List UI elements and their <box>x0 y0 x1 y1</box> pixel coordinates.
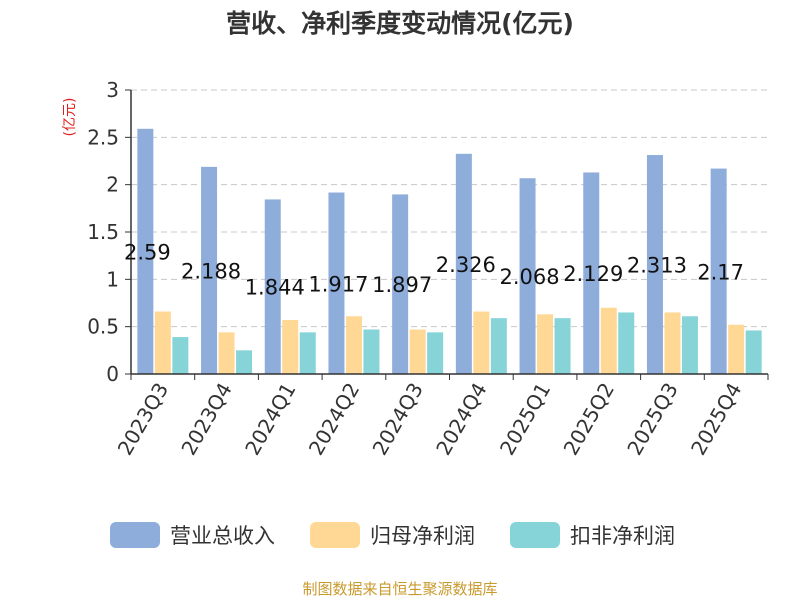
bar-net-profit <box>664 312 681 374</box>
data-label: 2.068 <box>499 265 559 289</box>
data-label: 2.326 <box>436 253 496 277</box>
y-tick-label: 2 <box>106 173 119 197</box>
y-tick-label: 0.5 <box>87 315 119 339</box>
bar-revenue <box>328 192 345 374</box>
bar-revenue <box>519 178 536 374</box>
x-tick-label: 2024Q3 <box>368 379 428 460</box>
legend-swatch <box>110 522 160 548</box>
y-tick-label: 3 <box>106 78 119 102</box>
bar-revenue <box>710 168 727 374</box>
bar-revenue <box>264 199 281 374</box>
x-tick-label: 2024Q2 <box>304 379 364 460</box>
bar-revenue <box>646 155 663 374</box>
bar-deducted-net-profit <box>363 329 380 374</box>
source-note: 制图数据来自恒生聚源数据库 <box>302 580 498 598</box>
legend-label: 营业总收入 <box>170 524 275 548</box>
bar-deducted-net-profit <box>554 318 571 374</box>
bar-net-profit <box>218 332 235 374</box>
x-tick-label: 2025Q3 <box>622 379 682 460</box>
bar-net-profit <box>600 307 617 374</box>
bar-deducted-net-profit <box>745 330 762 374</box>
bar-revenue <box>583 172 600 374</box>
bar-deducted-net-profit <box>427 332 444 374</box>
y-tick-label: 2.5 <box>87 125 119 149</box>
x-tick-label: 2023Q4 <box>176 379 236 460</box>
bar-net-profit <box>728 324 745 374</box>
y-tick-label: 0 <box>106 362 119 386</box>
y-axis-label: (亿元) <box>62 98 78 137</box>
data-label: 2.188 <box>181 259 241 283</box>
bar-deducted-net-profit <box>618 312 635 374</box>
bar-revenue <box>137 128 154 374</box>
y-tick-label: 1.5 <box>87 220 119 244</box>
x-tick-label: 2023Q3 <box>113 379 173 460</box>
bar-net-profit <box>473 311 490 374</box>
chart-title: 营收、净利季度变动情况(亿元) <box>226 9 574 38</box>
y-tick-label: 1 <box>106 267 119 291</box>
bar-deducted-net-profit <box>236 350 253 374</box>
x-tick-label: 2024Q1 <box>240 379 300 460</box>
legend-swatch <box>310 522 360 548</box>
data-label: 2.17 <box>697 260 744 284</box>
bar-net-profit <box>537 314 554 374</box>
data-label: 1.917 <box>308 272 368 296</box>
bar-revenue <box>201 166 218 374</box>
bar-revenue <box>392 194 409 374</box>
bar-deducted-net-profit <box>681 316 698 374</box>
legend: 营业总收入 归母净利润 扣非净利润 <box>110 522 675 548</box>
legend-label: 扣非净利润 <box>570 524 675 548</box>
x-tick-label: 2025Q4 <box>686 379 746 460</box>
x-tick-label: 2025Q2 <box>559 379 619 460</box>
bar-layer <box>137 128 762 374</box>
bar-deducted-net-profit <box>172 337 189 374</box>
x-tick-label: 2024Q4 <box>431 378 491 459</box>
legend-label: 归母净利润 <box>370 524 475 548</box>
data-label: 2.313 <box>627 254 687 278</box>
data-label: 2.129 <box>563 262 623 286</box>
grid-layer <box>131 89 768 328</box>
data-label: 1.897 <box>372 273 432 297</box>
bar-deducted-net-profit <box>299 332 316 374</box>
data-label: 2.59 <box>124 240 171 264</box>
bar-net-profit <box>282 320 299 374</box>
bar-revenue <box>455 153 472 374</box>
legend-swatch <box>510 522 560 548</box>
data-label: 1.844 <box>245 276 305 300</box>
bar-net-profit <box>154 311 171 374</box>
bar-deducted-net-profit <box>490 318 507 374</box>
bar-net-profit <box>345 316 362 374</box>
x-tick-label: 2025Q1 <box>495 379 555 460</box>
bar-net-profit <box>409 329 426 374</box>
